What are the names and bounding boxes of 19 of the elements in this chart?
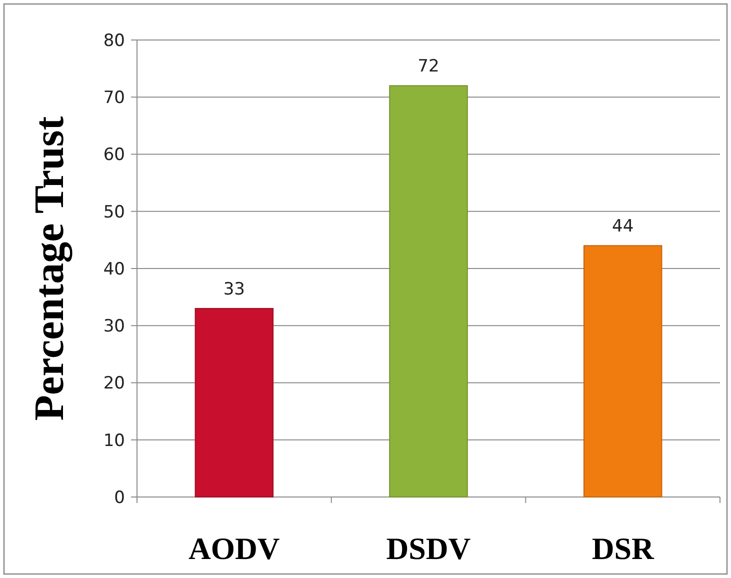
y-tick-label: 60 [103, 145, 125, 166]
data-label: 33 [223, 279, 245, 300]
y-tick-label: 70 [103, 88, 125, 108]
y-tick-label: 0 [114, 488, 125, 508]
y-tick-label: 40 [103, 259, 125, 280]
y-tick-label: 50 [103, 202, 125, 222]
x-tick-label: DSDV [386, 531, 472, 566]
x-tick-label: DSR [592, 531, 654, 566]
bar [194, 308, 274, 498]
y-tick-label: 30 [103, 316, 125, 337]
y-tick-label: 80 [103, 30, 125, 51]
bar [583, 245, 662, 498]
y-axis-title: Percentage Trust [27, 116, 73, 421]
data-label: 44 [612, 216, 634, 237]
data-label: 72 [418, 56, 440, 77]
bar [389, 85, 468, 498]
x-tick-label: AODV [188, 531, 280, 566]
y-tick-label: 20 [103, 374, 125, 394]
y-tick-label: 10 [103, 430, 125, 451]
